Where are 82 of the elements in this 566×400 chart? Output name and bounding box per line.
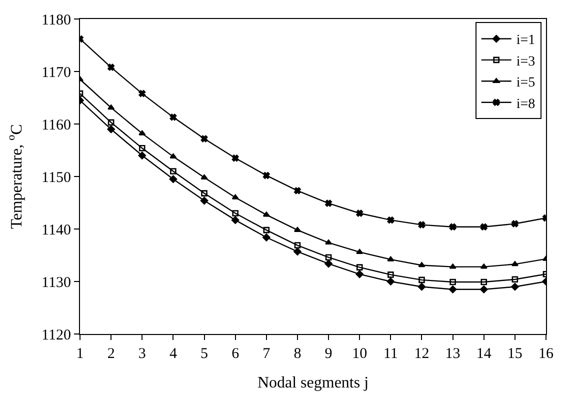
y-tick-label: 1160 xyxy=(42,117,71,134)
point xyxy=(511,220,518,228)
x-tick-label: 15 xyxy=(507,346,522,362)
point xyxy=(325,200,332,207)
point xyxy=(232,194,239,200)
point xyxy=(201,190,208,196)
point xyxy=(200,174,208,180)
y-tick-label: 1170 xyxy=(42,64,71,81)
point xyxy=(108,104,115,110)
point xyxy=(418,221,426,228)
x-tick-label: 10 xyxy=(352,346,368,362)
point xyxy=(356,270,364,278)
point xyxy=(512,276,518,283)
point xyxy=(387,256,394,262)
point xyxy=(356,264,363,270)
y-tick-label: 1120 xyxy=(42,327,71,344)
point xyxy=(450,278,456,286)
point xyxy=(294,248,302,256)
point xyxy=(386,278,395,286)
point xyxy=(356,248,364,254)
point xyxy=(108,64,115,71)
x-tick-label: 11 xyxy=(383,346,398,362)
point xyxy=(232,154,239,162)
point xyxy=(200,135,208,142)
x-tick-label: 3 xyxy=(138,346,146,362)
legend-label: i=3 xyxy=(516,54,536,70)
point xyxy=(388,272,394,278)
point xyxy=(262,234,270,242)
point xyxy=(263,226,270,234)
x-tick-label: 6 xyxy=(232,346,240,362)
x-axis-title: Nodal segments j xyxy=(257,374,369,392)
point xyxy=(170,153,177,158)
x-tick-label: 13 xyxy=(445,346,460,362)
point xyxy=(108,119,114,126)
x-tick-label: 12 xyxy=(414,346,430,362)
x-tick-label: 14 xyxy=(476,346,492,362)
point xyxy=(169,175,178,184)
point xyxy=(356,210,364,217)
point xyxy=(418,276,425,284)
point xyxy=(294,187,301,194)
point xyxy=(232,210,238,216)
legend-label: i=5 xyxy=(516,76,536,91)
point xyxy=(511,282,519,291)
point xyxy=(170,168,176,174)
point xyxy=(231,216,240,224)
x-tick-label: 2 xyxy=(107,346,115,362)
x-tick-label: 8 xyxy=(294,346,302,362)
point xyxy=(170,114,177,121)
point xyxy=(262,172,270,179)
x-tick-label: 5 xyxy=(200,346,208,362)
point xyxy=(511,261,518,266)
x-tick-label: 4 xyxy=(169,346,178,362)
x-tick-label: 16 xyxy=(538,346,554,362)
legend-label: i=8 xyxy=(516,96,536,112)
y-tick-label: 1150 xyxy=(42,170,71,186)
point xyxy=(107,125,115,134)
point xyxy=(387,216,394,224)
point xyxy=(138,130,146,136)
point xyxy=(325,254,332,260)
point xyxy=(418,282,426,291)
point xyxy=(294,242,301,248)
point xyxy=(138,145,146,152)
legend-label: i=1 xyxy=(516,33,536,48)
point xyxy=(418,262,426,268)
y-tick-label: 1180 xyxy=(42,12,71,28)
x-tick-label: 7 xyxy=(262,346,271,362)
y-tick-label: 1130 xyxy=(42,274,71,291)
point xyxy=(449,264,456,269)
point xyxy=(480,285,488,294)
point xyxy=(480,264,488,269)
point xyxy=(262,212,270,217)
point xyxy=(200,196,208,205)
y-tick-label: 1140 xyxy=(42,222,71,238)
point xyxy=(138,152,146,160)
x-tick-label: 1 xyxy=(76,346,84,362)
point xyxy=(138,90,146,98)
x-tick-label: 9 xyxy=(324,346,332,362)
point xyxy=(448,285,457,294)
point xyxy=(324,260,332,268)
point xyxy=(480,278,488,286)
point xyxy=(480,223,488,230)
point xyxy=(449,223,456,230)
